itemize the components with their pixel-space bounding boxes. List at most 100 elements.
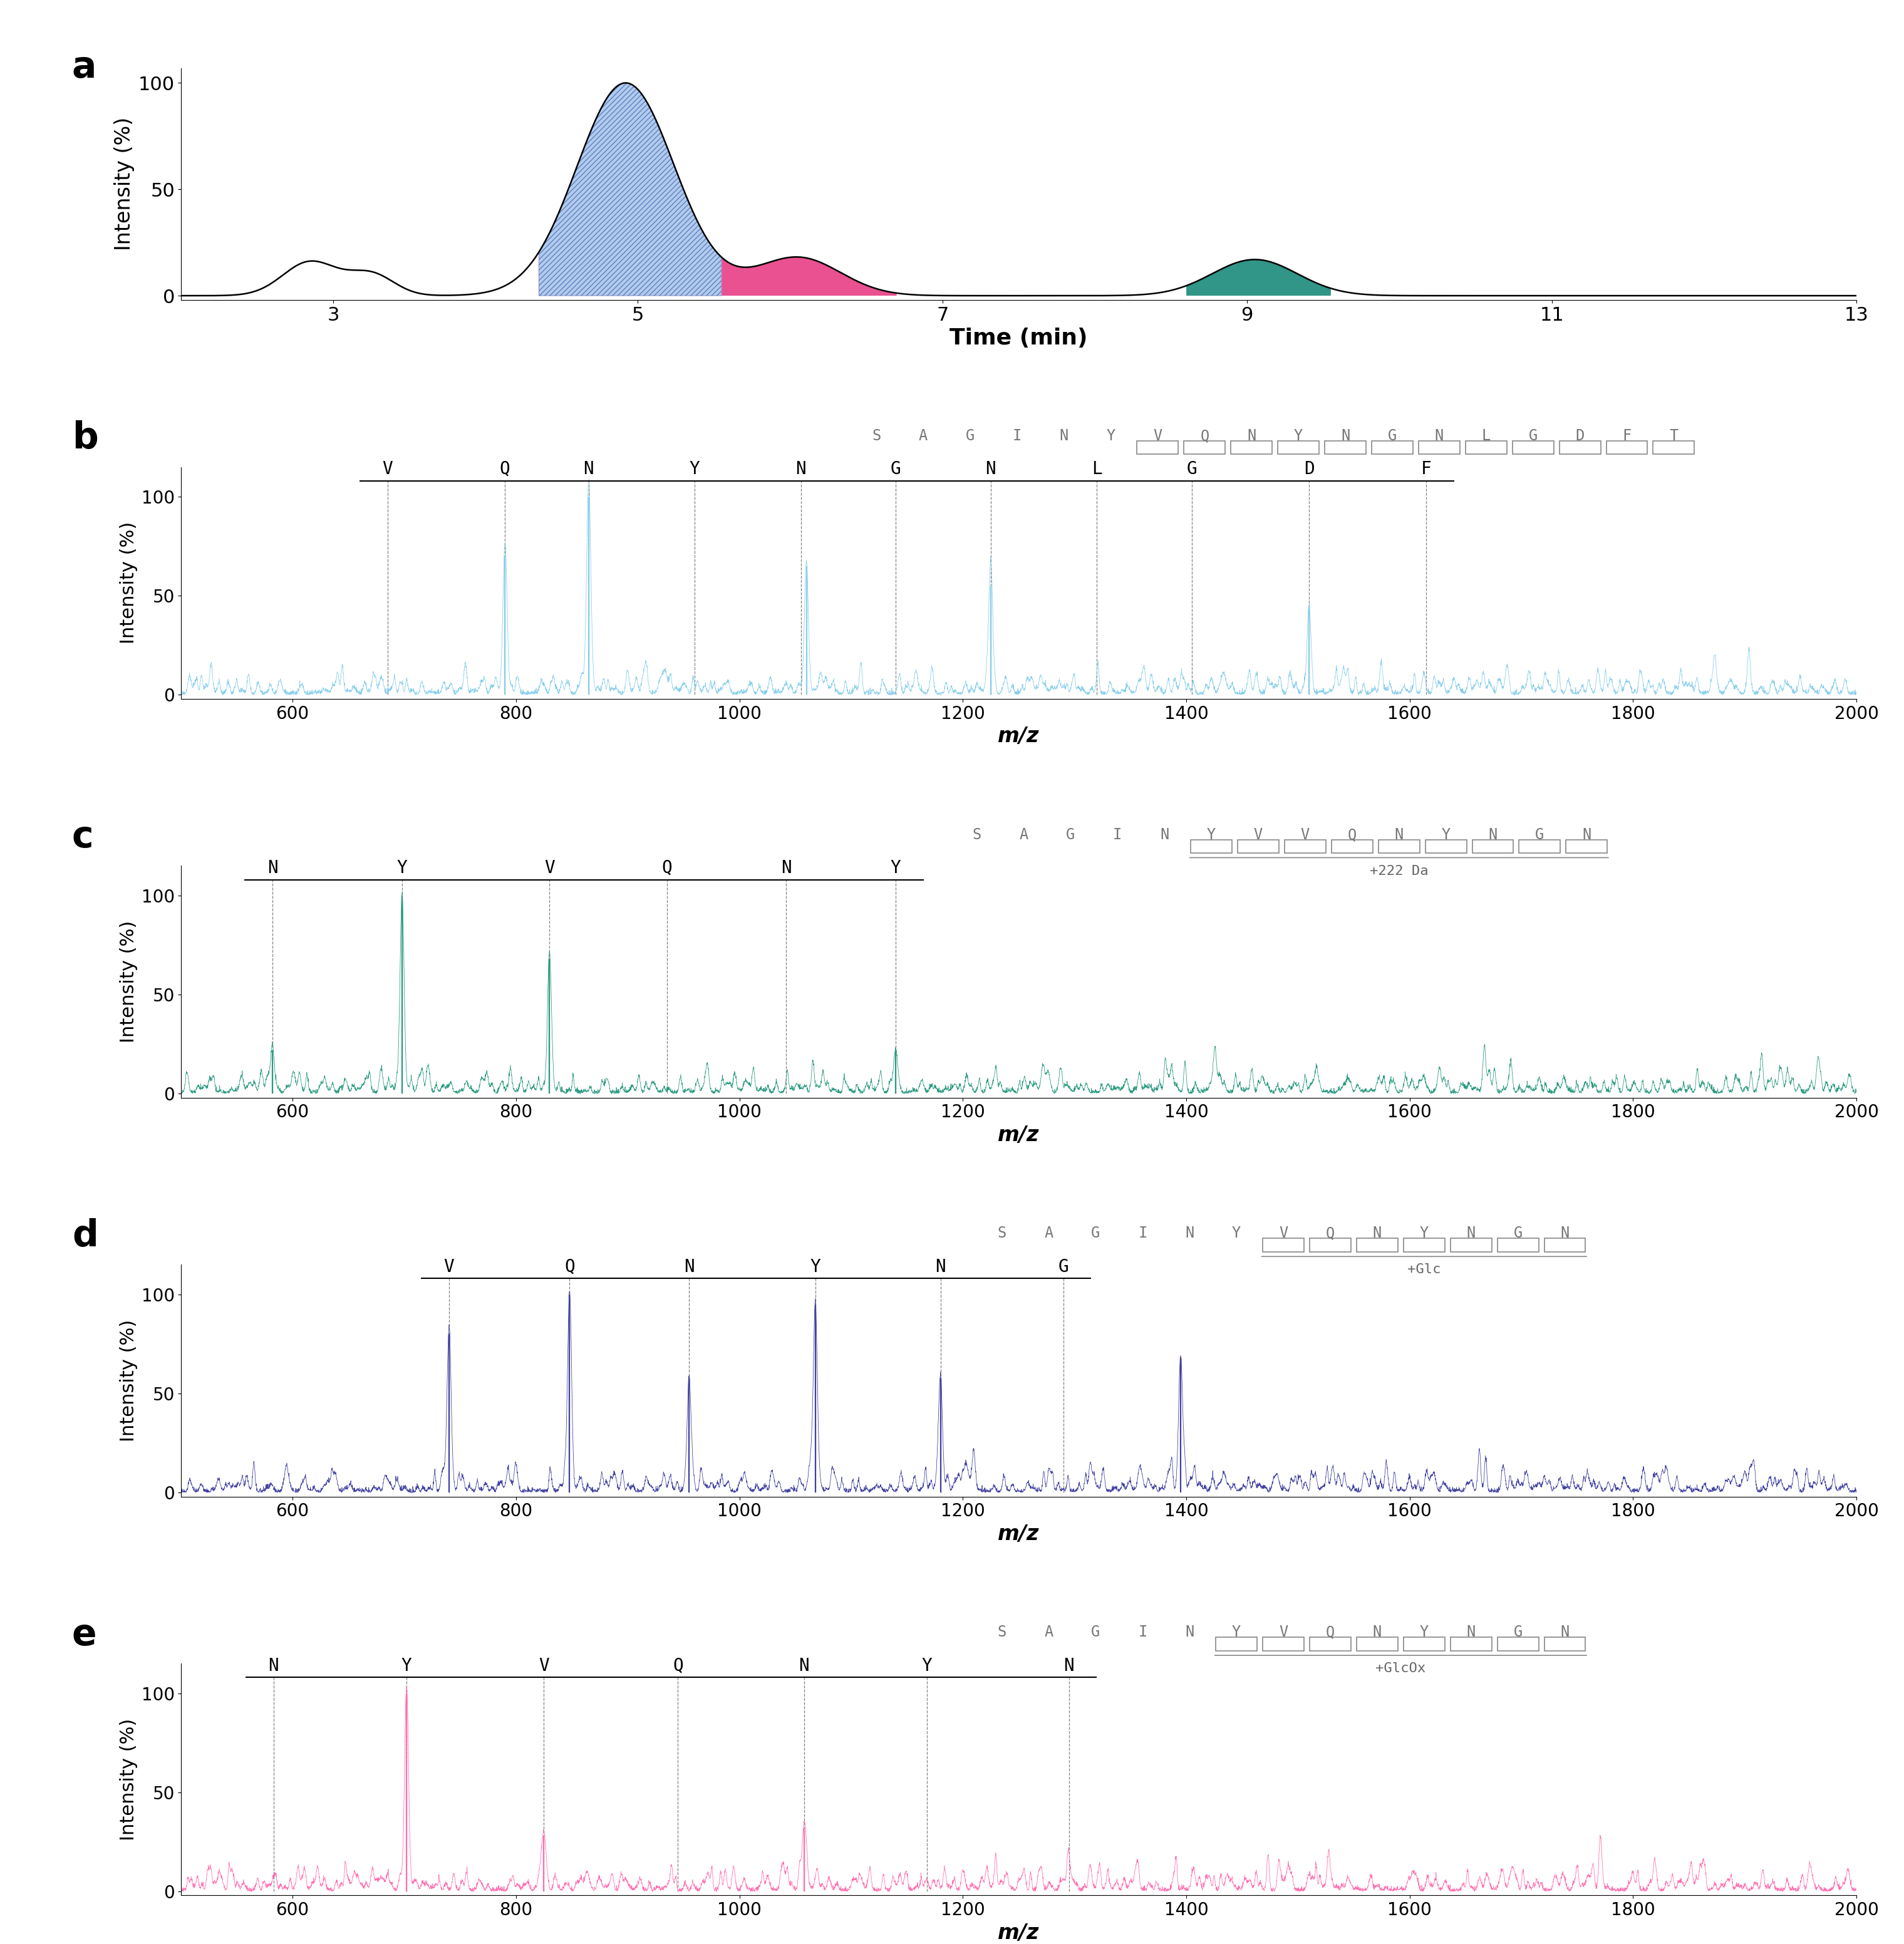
Text: N: N (1059, 428, 1068, 443)
X-axis label: Time (min): Time (min) (950, 329, 1087, 350)
Text: +222 Da: +222 Da (1369, 865, 1428, 877)
Text: F: F (1420, 461, 1432, 478)
Text: N: N (684, 1258, 695, 1275)
Text: G: G (891, 461, 901, 478)
Text: N: N (1247, 428, 1257, 443)
Y-axis label: Intensity (%): Intensity (%) (114, 117, 135, 251)
Text: G: G (1059, 1258, 1068, 1275)
Text: D: D (1575, 428, 1584, 443)
Text: N: N (1184, 1227, 1194, 1240)
Text: c: c (72, 818, 93, 855)
Text: G: G (1535, 826, 1544, 842)
Text: N: N (781, 859, 792, 877)
Text: I: I (1139, 1625, 1146, 1641)
Text: N: N (1184, 1625, 1194, 1641)
Text: T: T (1670, 428, 1677, 443)
Text: N: N (1373, 1227, 1382, 1240)
Text: Y: Y (402, 1656, 411, 1674)
Text: Q: Q (672, 1656, 684, 1674)
Text: N: N (1064, 1656, 1074, 1674)
Text: G: G (1514, 1227, 1523, 1240)
Text: V: V (545, 859, 554, 877)
Text: +GlcOx: +GlcOx (1375, 1662, 1426, 1676)
Text: N: N (267, 859, 278, 877)
Text: L: L (1481, 428, 1491, 443)
Text: Q: Q (564, 1258, 575, 1275)
Text: A: A (1043, 1625, 1053, 1641)
Y-axis label: Intensity (%): Intensity (%) (120, 1718, 137, 1841)
Text: N: N (986, 461, 996, 478)
X-axis label: m/z: m/z (998, 1923, 1040, 1944)
Text: V: V (1154, 428, 1161, 443)
Text: Q: Q (499, 461, 510, 478)
Text: S: S (998, 1625, 1007, 1641)
Text: N: N (583, 461, 594, 478)
Y-axis label: Intensity (%): Intensity (%) (120, 921, 137, 1042)
Text: N: N (1561, 1227, 1569, 1240)
Text: N: N (1340, 428, 1350, 443)
Text: L: L (1091, 461, 1102, 478)
Text: Q: Q (661, 859, 672, 877)
Text: N: N (1160, 826, 1169, 842)
Text: Y: Y (1207, 826, 1217, 842)
Text: V: V (444, 1258, 455, 1275)
Text: Q: Q (1200, 428, 1209, 443)
Text: +Glc: +Glc (1407, 1264, 1441, 1275)
Text: Y: Y (1232, 1227, 1241, 1240)
Text: A: A (1043, 1227, 1053, 1240)
Text: N: N (268, 1656, 278, 1674)
Text: Y: Y (1295, 428, 1302, 443)
Text: Y: Y (1441, 826, 1451, 842)
Text: Y: Y (1106, 428, 1116, 443)
Text: Q: Q (1325, 1625, 1335, 1641)
Text: d: d (72, 1219, 99, 1254)
Text: N: N (1394, 826, 1403, 842)
Text: N: N (1436, 428, 1443, 443)
X-axis label: m/z: m/z (998, 725, 1040, 746)
Text: V: V (539, 1656, 548, 1674)
Text: G: G (1186, 461, 1198, 478)
Text: A: A (918, 428, 927, 443)
Text: N: N (1561, 1625, 1569, 1641)
Text: Y: Y (1232, 1625, 1241, 1641)
Text: I: I (1114, 826, 1121, 842)
Text: N: N (1582, 826, 1592, 842)
Text: S: S (998, 1227, 1007, 1240)
Text: S: S (872, 428, 882, 443)
Text: Y: Y (922, 1656, 933, 1674)
Y-axis label: Intensity (%): Intensity (%) (120, 521, 137, 643)
Text: V: V (383, 461, 392, 478)
Text: V: V (1279, 1625, 1287, 1641)
Text: V: V (1279, 1227, 1287, 1240)
Text: N: N (1466, 1227, 1476, 1240)
Text: I: I (1013, 428, 1021, 443)
Text: G: G (1091, 1625, 1101, 1641)
Text: G: G (1514, 1625, 1523, 1641)
Text: Y: Y (1420, 1625, 1428, 1641)
Text: A: A (1019, 826, 1028, 842)
Text: V: V (1300, 826, 1310, 842)
Text: F: F (1622, 428, 1632, 443)
Text: Y: Y (396, 859, 407, 877)
Text: Q: Q (1348, 826, 1356, 842)
Text: G: G (1091, 1227, 1101, 1240)
Text: Y: Y (689, 461, 701, 478)
Text: N: N (935, 1258, 946, 1275)
X-axis label: m/z: m/z (998, 1524, 1040, 1544)
Text: G: G (1066, 826, 1076, 842)
Text: e: e (72, 1617, 97, 1652)
Text: Y: Y (1420, 1227, 1428, 1240)
Text: Y: Y (891, 859, 901, 877)
Text: I: I (1139, 1227, 1146, 1240)
Text: D: D (1304, 461, 1314, 478)
Text: N: N (1466, 1625, 1476, 1641)
X-axis label: m/z: m/z (998, 1126, 1040, 1145)
Text: N: N (800, 1656, 809, 1674)
Text: G: G (1388, 428, 1398, 443)
Text: V: V (1253, 826, 1262, 842)
Text: b: b (72, 420, 99, 457)
Text: Y: Y (809, 1258, 821, 1275)
Text: Q: Q (1325, 1227, 1335, 1240)
Text: N: N (1373, 1625, 1382, 1641)
Text: S: S (973, 826, 981, 842)
